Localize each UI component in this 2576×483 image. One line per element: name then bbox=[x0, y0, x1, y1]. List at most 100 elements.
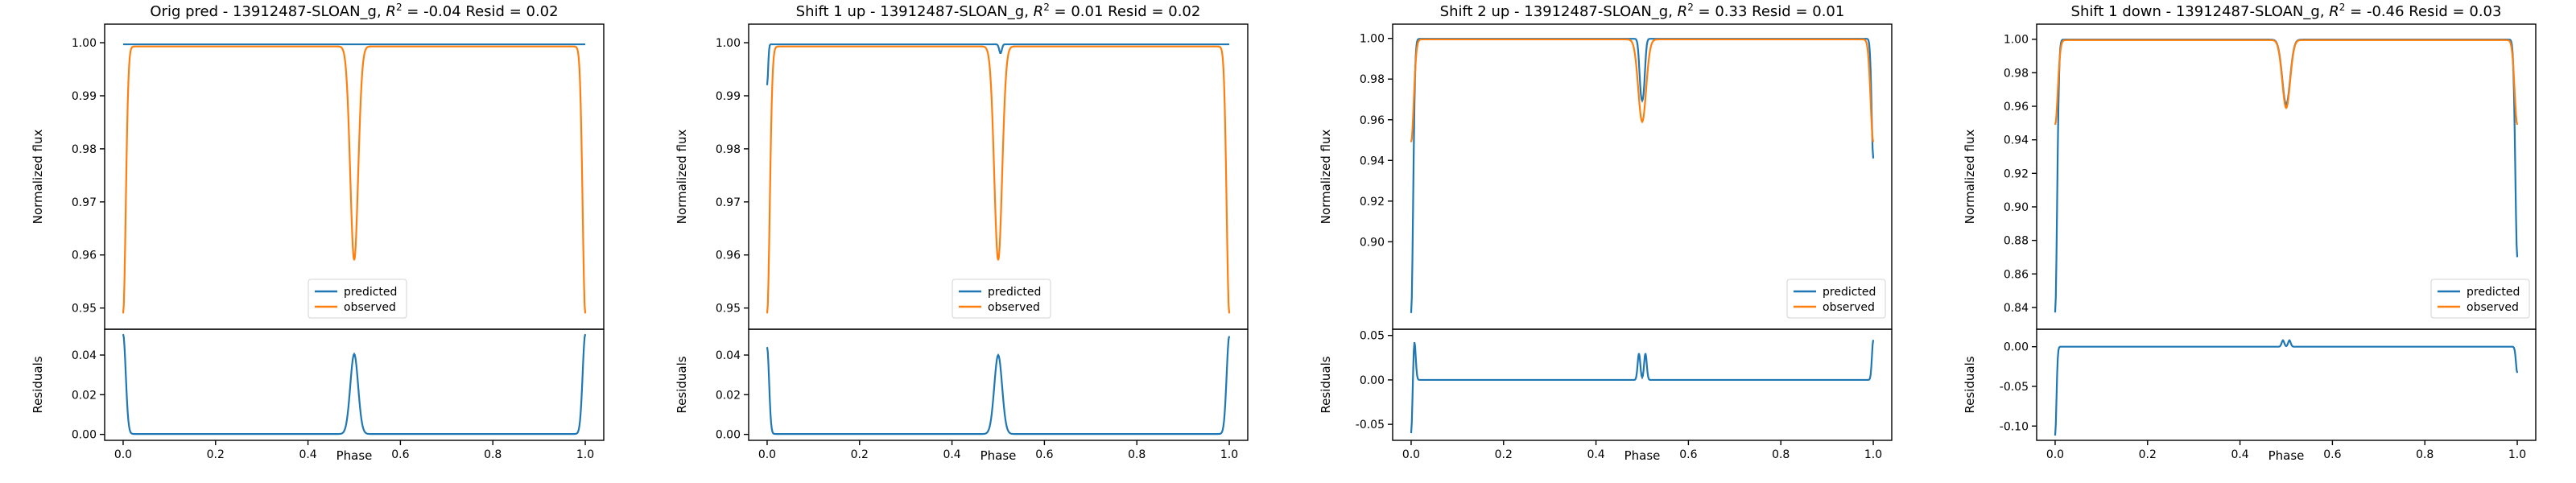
y-tick-label: 0.94 bbox=[2004, 134, 2029, 147]
x-tick-label: 0.6 bbox=[391, 448, 409, 461]
x-tick-label: 1.0 bbox=[1220, 448, 1238, 461]
residual-y-tick-label: 0.02 bbox=[72, 389, 97, 402]
y-tick-label: 0.98 bbox=[716, 143, 741, 156]
x-tick-label: 0.4 bbox=[943, 448, 960, 461]
y-tick-label: 0.97 bbox=[72, 196, 97, 209]
y-tick-label: 0.90 bbox=[1360, 236, 1385, 249]
x-tick-label: 0.2 bbox=[851, 448, 869, 461]
residual-y-tick-label: 0.00 bbox=[1360, 374, 1385, 387]
title-text: Shift 2 up - 13912487-SLOAN_g, bbox=[1440, 3, 1678, 20]
residuals-axes-frame bbox=[1392, 328, 1893, 441]
legend-box bbox=[1786, 279, 1886, 319]
chart-title: Shift 2 up - 13912487-SLOAN_g, R2 = 0.33… bbox=[1440, 2, 1845, 20]
y-tick-label: 0.96 bbox=[2004, 101, 2029, 114]
x-tick-label: 0.0 bbox=[2046, 448, 2064, 461]
legend-label-predicted: predicted bbox=[1823, 286, 1876, 299]
y-tick-label: 0.90 bbox=[2004, 201, 2029, 214]
x-tick-label: 0.4 bbox=[299, 448, 316, 461]
x-axis-label: Phase bbox=[2268, 448, 2305, 463]
legend-label-observed: observed bbox=[344, 301, 396, 314]
title-r: R bbox=[1678, 3, 1688, 20]
y-tick-label: 0.88 bbox=[2004, 235, 2029, 248]
x-tick-label: 0.6 bbox=[2323, 448, 2341, 461]
y-axis-label: Normalized flux bbox=[675, 130, 689, 225]
predicted-line bbox=[2054, 39, 2519, 313]
y-tick-label: 0.92 bbox=[2004, 167, 2029, 180]
x-tick-label: 0.2 bbox=[207, 448, 225, 461]
y-tick-label: 0.97 bbox=[716, 196, 741, 209]
y-tick-label: 0.99 bbox=[72, 90, 97, 103]
y-tick-label: 0.98 bbox=[72, 143, 97, 156]
residuals-axes-frame bbox=[104, 328, 605, 441]
chart-title: Shift 1 down - 13912487-SLOAN_g, R2 = -0… bbox=[2071, 2, 2502, 20]
subplot-2: Shift 1 up - 13912487-SLOAN_g, R2 = 0.01… bbox=[675, 2, 1249, 463]
y-tick-label: 1.00 bbox=[716, 37, 741, 50]
x-tick-label: 0.8 bbox=[2416, 448, 2434, 461]
y-tick-label: 1.00 bbox=[72, 37, 97, 50]
residuals-axis-label: Residuals bbox=[1319, 356, 1333, 413]
x-tick-label: 0.4 bbox=[2231, 448, 2248, 461]
y-tick-label: 0.95 bbox=[72, 303, 97, 316]
subplot-3: Shift 2 up - 13912487-SLOAN_g, R2 = 0.33… bbox=[1319, 2, 1893, 463]
observed-line bbox=[1410, 38, 1875, 142]
x-axis-label: Phase bbox=[1624, 448, 1661, 463]
x-tick-label: 1.0 bbox=[576, 448, 594, 461]
legend-box bbox=[952, 279, 1051, 319]
y-tick-label: 0.94 bbox=[1360, 155, 1385, 167]
x-tick-label: 1.0 bbox=[1864, 448, 1882, 461]
title-stats: = 0.33 Resid = 0.01 bbox=[1694, 3, 1845, 20]
legend: predicted observed bbox=[308, 279, 407, 319]
residuals-line bbox=[766, 336, 1231, 436]
x-tick-label: 0.2 bbox=[2139, 448, 2157, 461]
title-r: R bbox=[2329, 3, 2339, 20]
y-tick-label: 0.84 bbox=[2004, 302, 2029, 315]
x-tick-label: 0.6 bbox=[1679, 448, 1697, 461]
residuals-axes-frame bbox=[2036, 328, 2537, 441]
residuals-axis-label: Residuals bbox=[1963, 356, 1977, 413]
x-axis-label: Phase bbox=[980, 448, 1017, 463]
x-tick-label: 0.0 bbox=[114, 448, 132, 461]
title-superscript: 2 bbox=[2339, 2, 2346, 13]
legend: predicted observed bbox=[952, 279, 1051, 319]
residuals-line bbox=[122, 333, 587, 436]
residuals-line bbox=[1410, 340, 1875, 434]
observed-line bbox=[766, 45, 1231, 314]
residual-y-tick-label: 0.00 bbox=[72, 429, 97, 442]
x-tick-label: 0.0 bbox=[758, 448, 776, 461]
y-tick-label: 0.96 bbox=[716, 250, 741, 262]
legend-label-observed: observed bbox=[2467, 301, 2519, 314]
residuals-axis-label: Residuals bbox=[675, 356, 689, 413]
title-r: R bbox=[1034, 3, 1044, 20]
legend-box bbox=[2430, 279, 2530, 319]
x-tick-label: 0.6 bbox=[1035, 448, 1053, 461]
chart-title: Shift 1 up - 13912487-SLOAN_g, R2 = 0.01… bbox=[796, 2, 1201, 20]
y-tick-label: 0.86 bbox=[2004, 268, 2029, 281]
y-axis-label: Normalized flux bbox=[31, 130, 45, 225]
predicted-line bbox=[766, 43, 1230, 85]
title-superscript: 2 bbox=[1043, 2, 1050, 13]
title-r: R bbox=[386, 3, 396, 20]
title-text: Shift 1 down - 13912487-SLOAN_g, bbox=[2071, 3, 2330, 20]
title-stats: = -0.04 Resid = 0.02 bbox=[402, 3, 559, 20]
residual-y-tick-label: 0.05 bbox=[1360, 330, 1385, 343]
legend-label-predicted: predicted bbox=[344, 286, 397, 299]
x-tick-label: 0.4 bbox=[1587, 448, 1604, 461]
title-stats: = -0.46 Resid = 0.03 bbox=[2345, 3, 2501, 20]
x-axis-label: Phase bbox=[336, 448, 373, 463]
y-tick-label: 0.98 bbox=[2004, 67, 2029, 80]
residual-y-tick-label: 0.04 bbox=[716, 349, 741, 362]
residual-y-tick-label: 0.00 bbox=[2004, 341, 2029, 354]
residual-y-tick-label: 0.00 bbox=[716, 429, 741, 442]
legend-label-predicted: predicted bbox=[2467, 286, 2520, 299]
subplot-1: Orig pred - 13912487-SLOAN_g, R2 = -0.04… bbox=[31, 2, 605, 463]
legend-label-predicted: predicted bbox=[988, 286, 1041, 299]
x-tick-label: 0.8 bbox=[1128, 448, 1146, 461]
residual-y-tick-label: -0.05 bbox=[2000, 381, 2029, 394]
title-text: Shift 1 up - 13912487-SLOAN_g, bbox=[796, 3, 1034, 20]
y-tick-label: 0.98 bbox=[1360, 73, 1385, 86]
legend-box bbox=[308, 279, 407, 319]
y-tick-label: 1.00 bbox=[1360, 33, 1385, 46]
residual-y-tick-label: 0.02 bbox=[716, 389, 741, 402]
residuals-axis-label: Residuals bbox=[31, 356, 45, 413]
y-tick-label: 0.99 bbox=[716, 90, 741, 103]
